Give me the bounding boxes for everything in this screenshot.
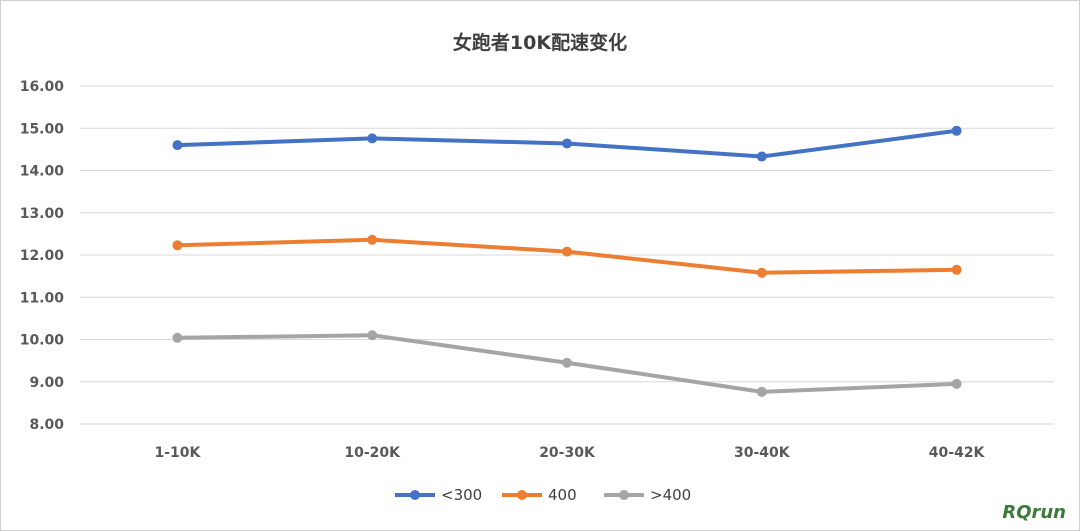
legend-item: 400: [502, 486, 577, 504]
data-point: [951, 125, 962, 136]
legend-label: >400: [650, 486, 691, 504]
chart-title: 女跑者10K配速变化: [452, 32, 628, 54]
data-point: [172, 240, 183, 251]
legend-item: <300: [395, 486, 482, 504]
y-tick-label: 14.00: [20, 164, 65, 180]
x-axis: 1-10K 10-20K 20-30K 30-40K 40-42K: [154, 445, 985, 461]
x-tick-label: 1-10K: [154, 445, 201, 461]
y-axis: 8.00 9.00 10.00 11.00 12.00 13.00 14.00 15.00 16…: [20, 79, 65, 433]
x-tick-label: 40-42K: [929, 445, 986, 461]
data-point: [367, 133, 378, 144]
data-point: [562, 357, 572, 368]
data-point: [367, 234, 378, 245]
series-1: [172, 234, 962, 278]
data-point: [756, 386, 767, 397]
data-point: [951, 264, 962, 275]
legend-label: 400: [548, 486, 577, 504]
legend-marker: [619, 490, 629, 500]
data-point: [951, 378, 962, 389]
data-point: [367, 330, 378, 341]
y-tick-label: 8.00: [29, 417, 64, 433]
x-tick-label: 30-40K: [734, 445, 791, 461]
y-tick-label: 15.00: [20, 121, 65, 137]
y-tick-label: 10.00: [20, 333, 65, 349]
y-tick-label: 12.00: [20, 248, 65, 264]
y-tick-label: 11.00: [20, 290, 65, 306]
data-point: [756, 267, 767, 278]
gridlines: [80, 85, 1054, 425]
data-point: [172, 140, 183, 151]
data-point: [562, 138, 572, 149]
legend: <300 400 >400: [395, 486, 691, 504]
series-lines: [172, 125, 962, 397]
x-tick-label: 20-30K: [539, 445, 596, 461]
y-tick-label: 9.00: [29, 375, 64, 391]
legend-label: <300: [441, 486, 482, 504]
y-tick-label: 13.00: [20, 206, 65, 222]
legend-marker: [517, 490, 527, 500]
data-point: [172, 332, 183, 343]
x-tick-label: 10-20K: [344, 445, 401, 461]
series-0: [172, 125, 962, 162]
series-2: [172, 330, 962, 397]
data-point: [756, 151, 767, 162]
y-tick-label: 16.00: [20, 79, 65, 95]
data-point: [562, 246, 572, 257]
legend-marker: [410, 490, 420, 500]
watermark-logo: RQrun: [1002, 502, 1066, 523]
legend-item: >400: [604, 486, 691, 504]
